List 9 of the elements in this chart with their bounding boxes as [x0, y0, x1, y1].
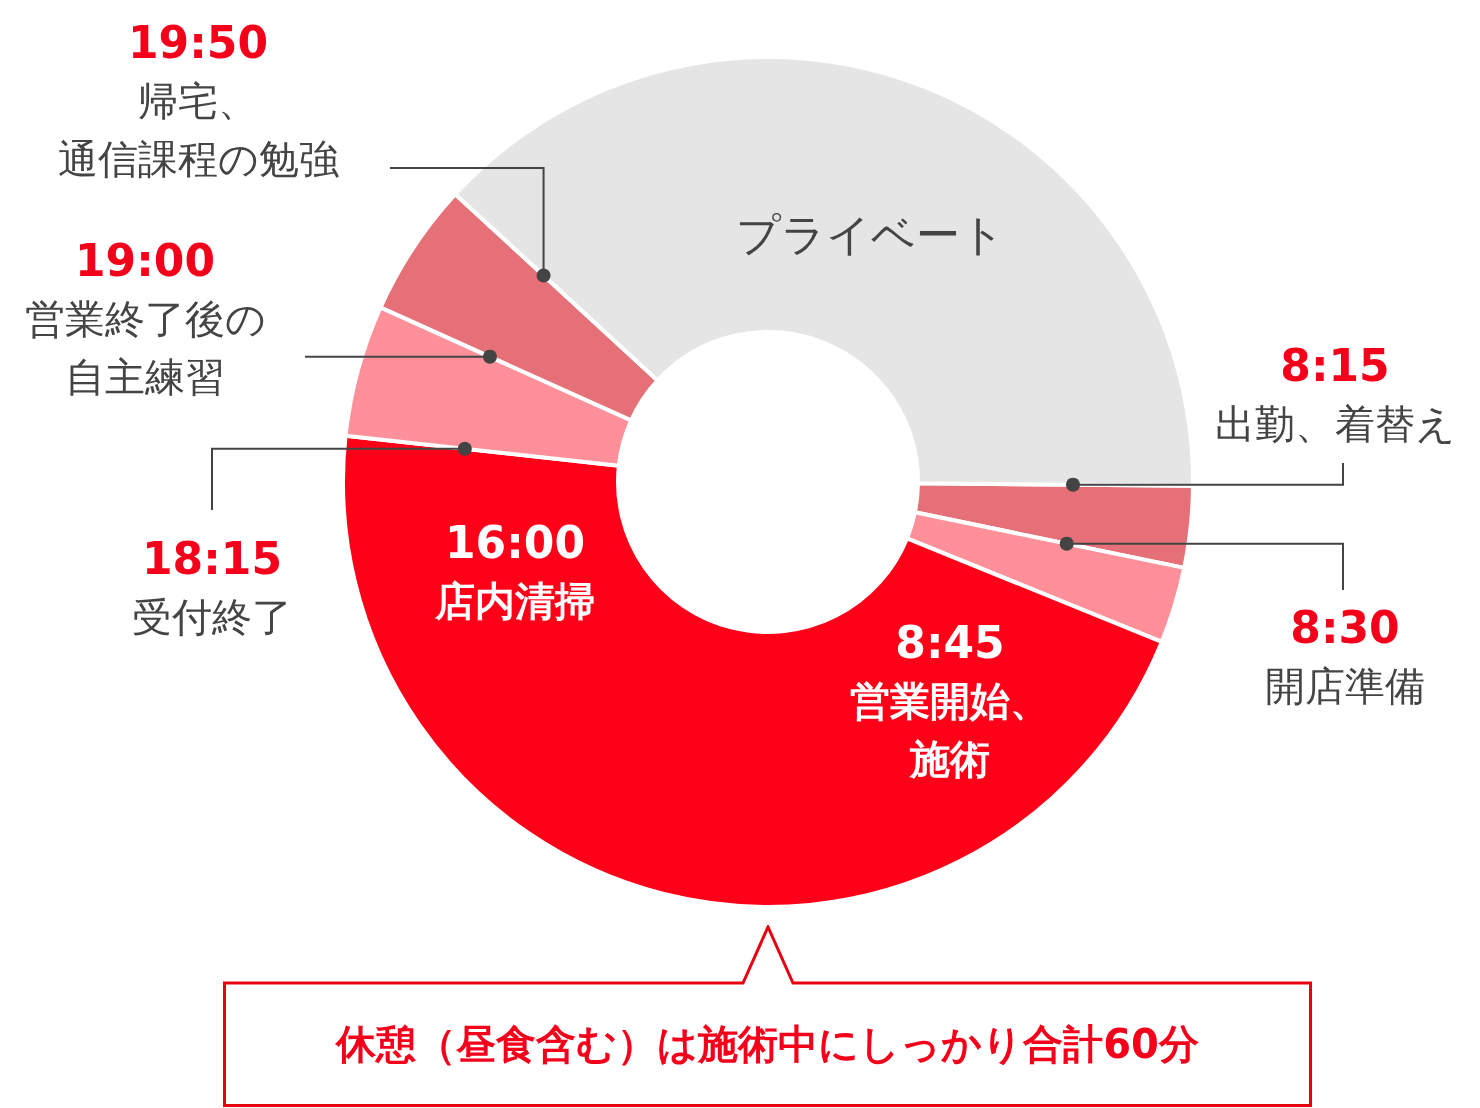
text: プライベート [735, 208, 1005, 260]
slice-label: 19:50 帰宅、通信課程の勉強 [57, 16, 339, 182]
slice-label: 8:30 開店準備 [1265, 601, 1425, 709]
slice-label: 8:45 営業開始、施術 [850, 616, 1050, 782]
slice-label: 19:00 営業終了後の自主練習 [24, 234, 266, 400]
slice-label: 8:15 出勤、着替え [1214, 339, 1456, 447]
slice-label: 18:15 受付終了 [132, 532, 292, 640]
speech-bubble: 休憩（昼食含む）は施術中にしっかり合計60分 [223, 925, 1312, 1107]
text: 16:00 店内清掃 [434, 516, 595, 624]
